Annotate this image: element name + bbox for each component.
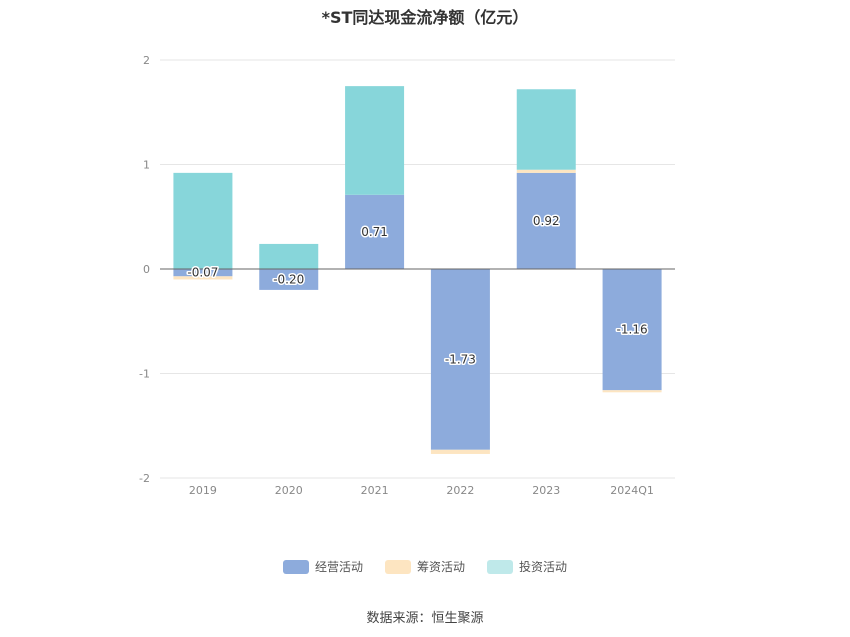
data-label: -0.07 bbox=[187, 266, 218, 280]
data-label: -0.20 bbox=[273, 272, 304, 286]
data-label: -1.73 bbox=[445, 352, 476, 366]
y-tick-label: 1 bbox=[143, 159, 150, 172]
x-tick-label: 2024Q1 bbox=[610, 484, 654, 497]
x-tick-label: 2021 bbox=[361, 484, 389, 497]
x-tick-label: 2023 bbox=[532, 484, 560, 497]
y-tick-label: 2 bbox=[143, 54, 150, 67]
legend-swatch-operating bbox=[282, 559, 309, 574]
bar-financing bbox=[602, 390, 662, 393]
bar-operating bbox=[173, 269, 233, 277]
legend-label-investing: 投资活动 bbox=[519, 560, 568, 574]
legend-label-financing: 筹资活动 bbox=[416, 560, 465, 574]
bar-operating bbox=[259, 269, 319, 290]
chart-title: *ST同达现金流净额（亿元） bbox=[321, 8, 529, 27]
legend-swatch-financing bbox=[384, 559, 411, 574]
bar-operating bbox=[345, 194, 405, 269]
bar-financing bbox=[516, 169, 576, 173]
legend-swatch-investing bbox=[487, 559, 513, 574]
bar-investing bbox=[516, 89, 576, 170]
bar-financing bbox=[173, 276, 233, 280]
data-source: 数据来源：恒生聚源 bbox=[366, 611, 484, 626]
x-tick-label: 2019 bbox=[189, 484, 217, 497]
bar-financing bbox=[430, 449, 490, 454]
y-tick-label: 0 bbox=[143, 263, 150, 276]
bar-operating bbox=[430, 269, 490, 450]
data-label: -1.16 bbox=[617, 323, 648, 337]
legend-item-operating[interactable]: 经营活动 bbox=[282, 558, 363, 575]
data-label: 0.71 bbox=[361, 225, 388, 239]
x-tick-label: 2022 bbox=[446, 484, 474, 497]
legend: 经营活动 筹资活动 投资活动 bbox=[0, 558, 850, 575]
x-tick-label: 2020 bbox=[275, 484, 303, 497]
legend-item-financing[interactable]: 筹资活动 bbox=[384, 558, 465, 575]
bar-operating bbox=[602, 269, 662, 391]
data-label: 0.92 bbox=[533, 214, 560, 228]
bar-investing bbox=[173, 172, 233, 269]
bar-investing bbox=[259, 243, 319, 269]
legend-label-operating: 经营活动 bbox=[314, 560, 363, 574]
bar-investing bbox=[345, 86, 405, 195]
y-tick-label: -1 bbox=[139, 368, 150, 381]
y-tick-label: -2 bbox=[139, 472, 150, 485]
legend-item-investing[interactable]: 投资活动 bbox=[487, 558, 567, 575]
bar-operating bbox=[516, 172, 576, 269]
